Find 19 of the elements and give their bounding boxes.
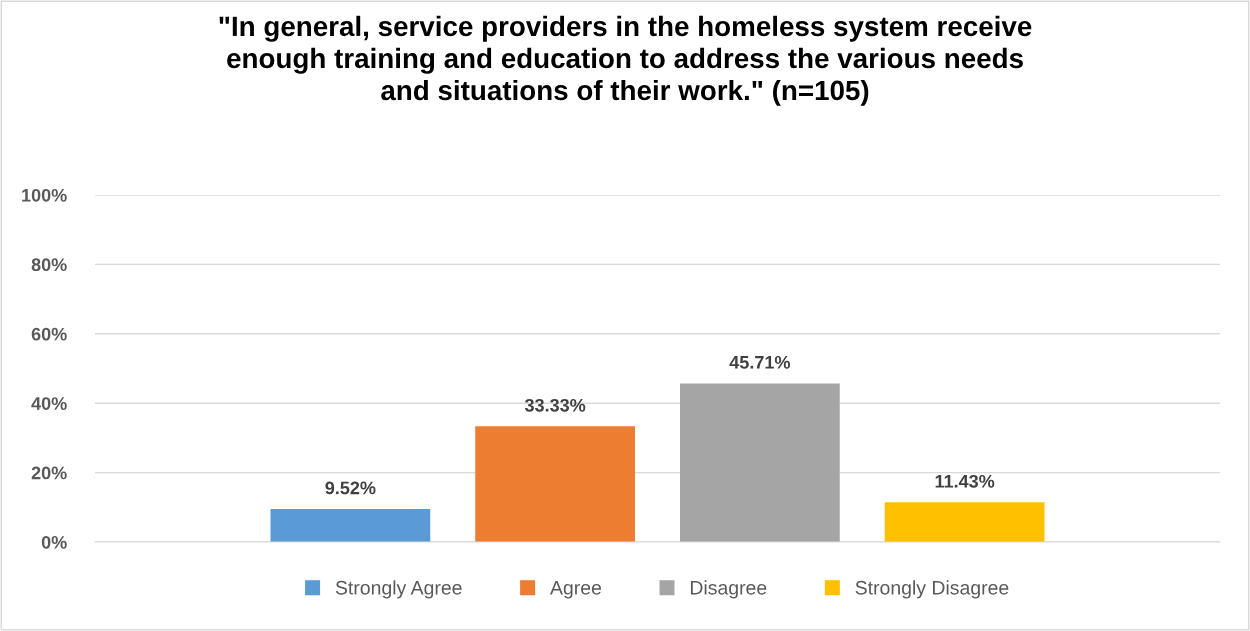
bar [270,508,431,543]
bar [680,383,840,543]
y-tick-label: 40% [31,397,67,410]
legend-label: Agree [550,581,602,599]
bar [884,502,1045,543]
bar [475,426,635,543]
legend-label: Strongly Disagree [855,580,1009,599]
data-label: 45.71% [729,355,791,369]
y-tick-label: 0% [41,535,67,549]
legend-label: Disagree [690,580,767,599]
data-label: 33.33% [524,398,586,412]
data-label: 11.43% [935,474,995,488]
chart-title: "In general, service providers in the homeless system receive enough training and education to address the various needs and situations of their work." (n=105) [219,15,1032,106]
legend-label: Strongly Agree [335,580,462,599]
y-tick-label: 100% [22,188,67,202]
y-tick-label: 80% [31,258,67,272]
y-tick-label: 20% [31,466,67,480]
data-label: 9.52% [325,481,376,495]
y-tick-label: 60% [31,327,67,341]
